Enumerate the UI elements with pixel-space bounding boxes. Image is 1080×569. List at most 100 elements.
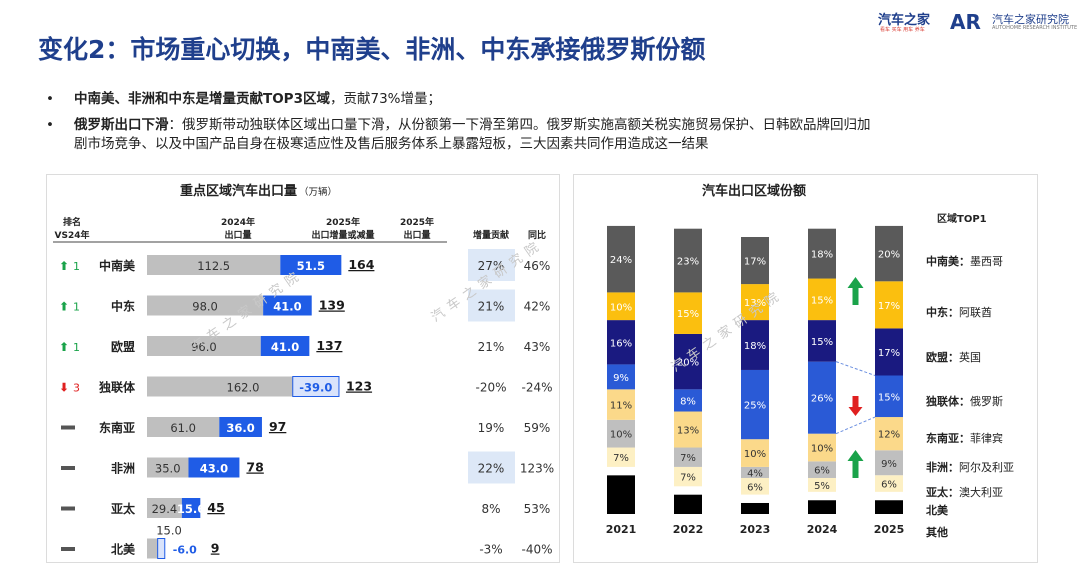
rank-up-icon: ⬆ (59, 259, 69, 273)
region-label: 中东 (111, 299, 135, 314)
legend-region: 中东： (926, 305, 959, 319)
header-delta: 2025年 (326, 216, 360, 228)
share-segment-东南亚 (875, 417, 903, 451)
bar-delta (280, 255, 342, 275)
legend-top1: 阿联酋 (959, 305, 992, 319)
share-segment-独联体 (808, 361, 836, 434)
share-label: 5% (814, 481, 830, 492)
bar-2024-label: 112.5 (197, 259, 230, 273)
share-label: 17% (878, 301, 900, 312)
rank-flat-icon (61, 547, 75, 551)
share-segment-独联体 (741, 369, 769, 440)
share-segment-中南美 (875, 225, 903, 282)
share-label: 10% (610, 430, 632, 441)
bar-delta-label: 41.0 (271, 340, 299, 354)
bar-delta-negative (292, 376, 340, 397)
bar-2024-label: 29.4 (152, 502, 178, 516)
chart-title: 汽车出口区域份额 (702, 183, 806, 199)
share-label: 10% (610, 302, 632, 313)
share-segment-独联体 (674, 389, 702, 412)
export-2025-value: 123 (346, 379, 372, 394)
header-2024: 2024年 (221, 216, 255, 228)
legend-item: 北美 (926, 503, 949, 517)
bar-2024-label: 162.0 (227, 381, 260, 395)
bullet-2-text: ：俄罗斯带动独联体区域出口量下滑，从份额第一下滑至第四。俄罗斯实施高额关税实施贸… (168, 117, 871, 133)
share-segment-中东 (674, 292, 702, 334)
rank-change: 1 (73, 301, 80, 314)
bullet-2-bold: 俄罗斯出口下滑 (74, 117, 169, 133)
legend-region: 独联体： (925, 394, 970, 408)
rank-change: 3 (73, 382, 80, 395)
export-volume-chart: 重点区域汽车出口量 （万辆）排名VS24年2024年出口量2025年出口增量或减量… (53, 183, 554, 559)
share-label: 10% (811, 444, 833, 455)
share-label: 7% (613, 453, 629, 464)
share-segment-中东 (741, 284, 769, 321)
legend-top1: 俄罗斯 (970, 395, 1003, 408)
share-label: 4% (747, 468, 763, 479)
export-2025-value: 139 (319, 298, 345, 313)
share-segment-中东 (607, 292, 635, 321)
contribution-highlight (468, 249, 515, 281)
region-label: 独联体 (98, 380, 136, 395)
brand-logo-subtitle: 看车 买车 用车 养车 (880, 27, 925, 33)
legend-region: 亚太： (926, 485, 959, 499)
share-label: 20% (677, 358, 699, 369)
share-label: 11% (610, 401, 632, 412)
rank-up-icon: ⬆ (59, 300, 69, 314)
share-segment-独联体 (607, 364, 635, 390)
bar-delta (219, 417, 262, 437)
share-label: 15% (878, 392, 900, 403)
share-segment-非洲 (875, 450, 903, 476)
share-label: 17% (744, 257, 766, 268)
brand-logo: 汽车之家 (878, 13, 931, 28)
share-segment-亚太 (607, 447, 635, 467)
yoy-value: 46% (524, 259, 551, 273)
bar-delta-label: 43.0 (200, 462, 228, 476)
share-label: 7% (680, 453, 696, 464)
legend-item: 亚太：澳大利亚 (926, 485, 1003, 499)
rank-up-icon: ⬆ (59, 340, 69, 354)
share-segment-亚太 (674, 466, 702, 487)
contribution-value: -20% (475, 381, 506, 395)
share-segment-独联体 (875, 375, 903, 418)
contribution-value: 8% (481, 502, 500, 516)
legend-item: 中东：阿联酋 (926, 305, 992, 319)
share-segment-北美 (808, 491, 836, 501)
share-label: 18% (811, 250, 833, 261)
share-segment-非洲 (741, 466, 769, 478)
contribution-value: 21% (478, 340, 505, 354)
yoy-value: 42% (524, 300, 551, 314)
share-label: 9% (881, 459, 897, 470)
share-label: 10% (744, 449, 766, 460)
header-rank-sub: VS24年 (55, 229, 90, 241)
share-label: 26% (811, 394, 833, 405)
share-segment-非洲 (607, 419, 635, 448)
share-label: 18% (744, 341, 766, 352)
share-segment-北美 (674, 486, 702, 495)
yoy-value: 123% (520, 462, 554, 476)
rank-flat-icon (61, 506, 75, 511)
contribution-value: 21% (478, 300, 505, 314)
share-segment-非洲 (674, 447, 702, 467)
header-yoy: 同比 (528, 229, 546, 241)
share-label: 13% (677, 426, 699, 437)
chart-unit: （万辆） (299, 186, 337, 198)
bar-2024 (147, 498, 182, 518)
connector-line (835, 361, 876, 376)
contribution-value: 27% (478, 259, 505, 273)
share-label: 20% (878, 250, 900, 261)
share-label: 9% (613, 373, 629, 384)
legend-region: 非洲： (926, 460, 959, 474)
share-label: 15% (677, 309, 699, 320)
legend-region: 中南美： (926, 254, 970, 268)
share-segment-其他 (674, 494, 702, 514)
bar-delta-label: 36.0 (226, 421, 254, 435)
share-segment-亚太 (875, 475, 903, 492)
share-segment-东南亚 (607, 389, 635, 420)
bar-2024 (147, 417, 220, 437)
share-label: 24% (610, 255, 632, 266)
header-delta-sub: 出口增量或减量 (311, 229, 374, 241)
share-up-arrow-icon (847, 450, 864, 478)
bullet-1-text: ，贡献73%增量； (329, 91, 441, 107)
legend-region: 其他 (926, 525, 948, 539)
